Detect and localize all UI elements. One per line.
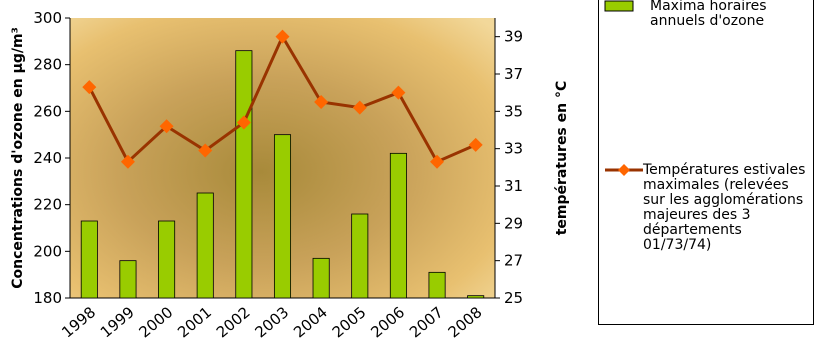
bar — [468, 296, 484, 298]
x-tick-label: 2007 — [406, 303, 447, 341]
y-tick-label: 260 — [33, 102, 62, 120]
y2-tick-label: 29 — [504, 214, 523, 232]
x-tick-label: 2002 — [213, 303, 254, 341]
x-tick-label: 2001 — [174, 303, 215, 341]
legend-bar-swatch — [605, 1, 633, 11]
y2-tick-label: 37 — [504, 65, 523, 83]
x-tick-label: 2000 — [136, 303, 177, 341]
y-tick-label: 240 — [33, 149, 62, 167]
x-tick-label: 1999 — [97, 303, 138, 341]
x-tick-label: 1998 — [58, 303, 99, 341]
y-axis-title: Concentrations d'ozone en µg/m³ — [10, 27, 26, 288]
y2-axis-title: températures en °C — [554, 81, 570, 236]
y2-tick-label: 25 — [504, 289, 523, 307]
page: {"chart_data": {"type": "bar_line", "cat… — [0, 0, 814, 361]
bar — [236, 51, 252, 298]
y-tick-label: 280 — [33, 56, 62, 74]
x-tick-label: 2003 — [251, 303, 292, 341]
y2-tick-label: 31 — [504, 177, 523, 195]
y-tick-label: 300 — [33, 9, 62, 27]
bar — [158, 221, 174, 298]
y-tick-label: 220 — [33, 196, 62, 214]
y2-tick-label: 33 — [504, 140, 523, 158]
bar — [274, 135, 290, 298]
x-tick-label: 2008 — [445, 303, 486, 341]
bar — [429, 272, 445, 298]
x-tick-label: 2005 — [329, 303, 370, 341]
x-tick-label: 2004 — [290, 303, 331, 341]
bar — [197, 193, 213, 298]
y-tick-label: 180 — [33, 289, 62, 307]
x-tick-label: 2006 — [367, 303, 408, 341]
legend: Maxima horaires annuels d'ozone Températ… — [598, 0, 814, 325]
y2-tick-label: 39 — [504, 28, 523, 46]
bar — [120, 261, 136, 298]
y2-tick-label: 35 — [504, 102, 523, 120]
bar — [81, 221, 97, 298]
bar — [390, 153, 406, 298]
y-tick-label: 200 — [33, 242, 62, 260]
bar — [313, 258, 329, 298]
legend-label: Températures estivales maximales (relevé… — [643, 163, 813, 253]
bar — [352, 214, 368, 298]
legend-marker-swatch — [618, 164, 630, 176]
y2-tick-label: 27 — [504, 252, 523, 270]
legend-label: Maxima horaires annuels d'ozone — [650, 0, 810, 29]
